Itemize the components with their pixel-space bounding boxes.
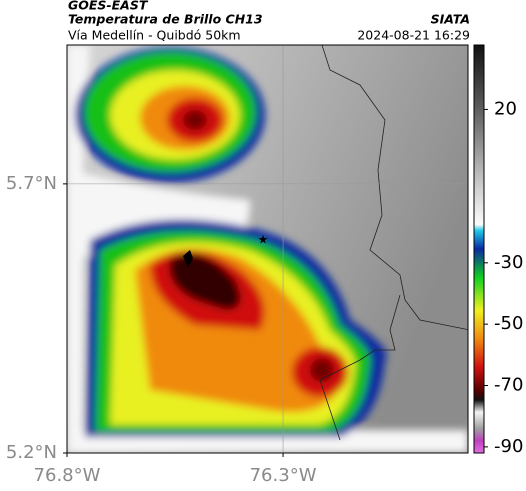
- agency: SIATA: [431, 12, 470, 27]
- y-tick-label: 5.7°N: [6, 173, 57, 194]
- y-tick-label: 5.2°N: [6, 442, 57, 463]
- colorbar-label: -70: [494, 375, 523, 396]
- imagery: ★: [67, 45, 468, 453]
- colorbar-label: 20: [494, 98, 517, 119]
- colorbar-label: -90: [494, 436, 523, 457]
- title: Temperatura de Brillo CH13: [68, 12, 263, 27]
- x-tick-label: 76.3°W: [250, 465, 317, 486]
- x-tick-label: 76.8°W: [34, 465, 101, 486]
- colorbar: [473, 44, 485, 454]
- source: GOES-EAST: [68, 0, 149, 13]
- subtitle: Vía Medellín - Quibdó 50km: [68, 28, 241, 43]
- plot-frame: [66, 44, 469, 454]
- colorbar-label: -50: [494, 313, 523, 334]
- svg-text:★: ★: [258, 233, 269, 247]
- colorbar-label: -30: [494, 252, 523, 273]
- datetime: 2024-08-21 16:29: [357, 28, 470, 43]
